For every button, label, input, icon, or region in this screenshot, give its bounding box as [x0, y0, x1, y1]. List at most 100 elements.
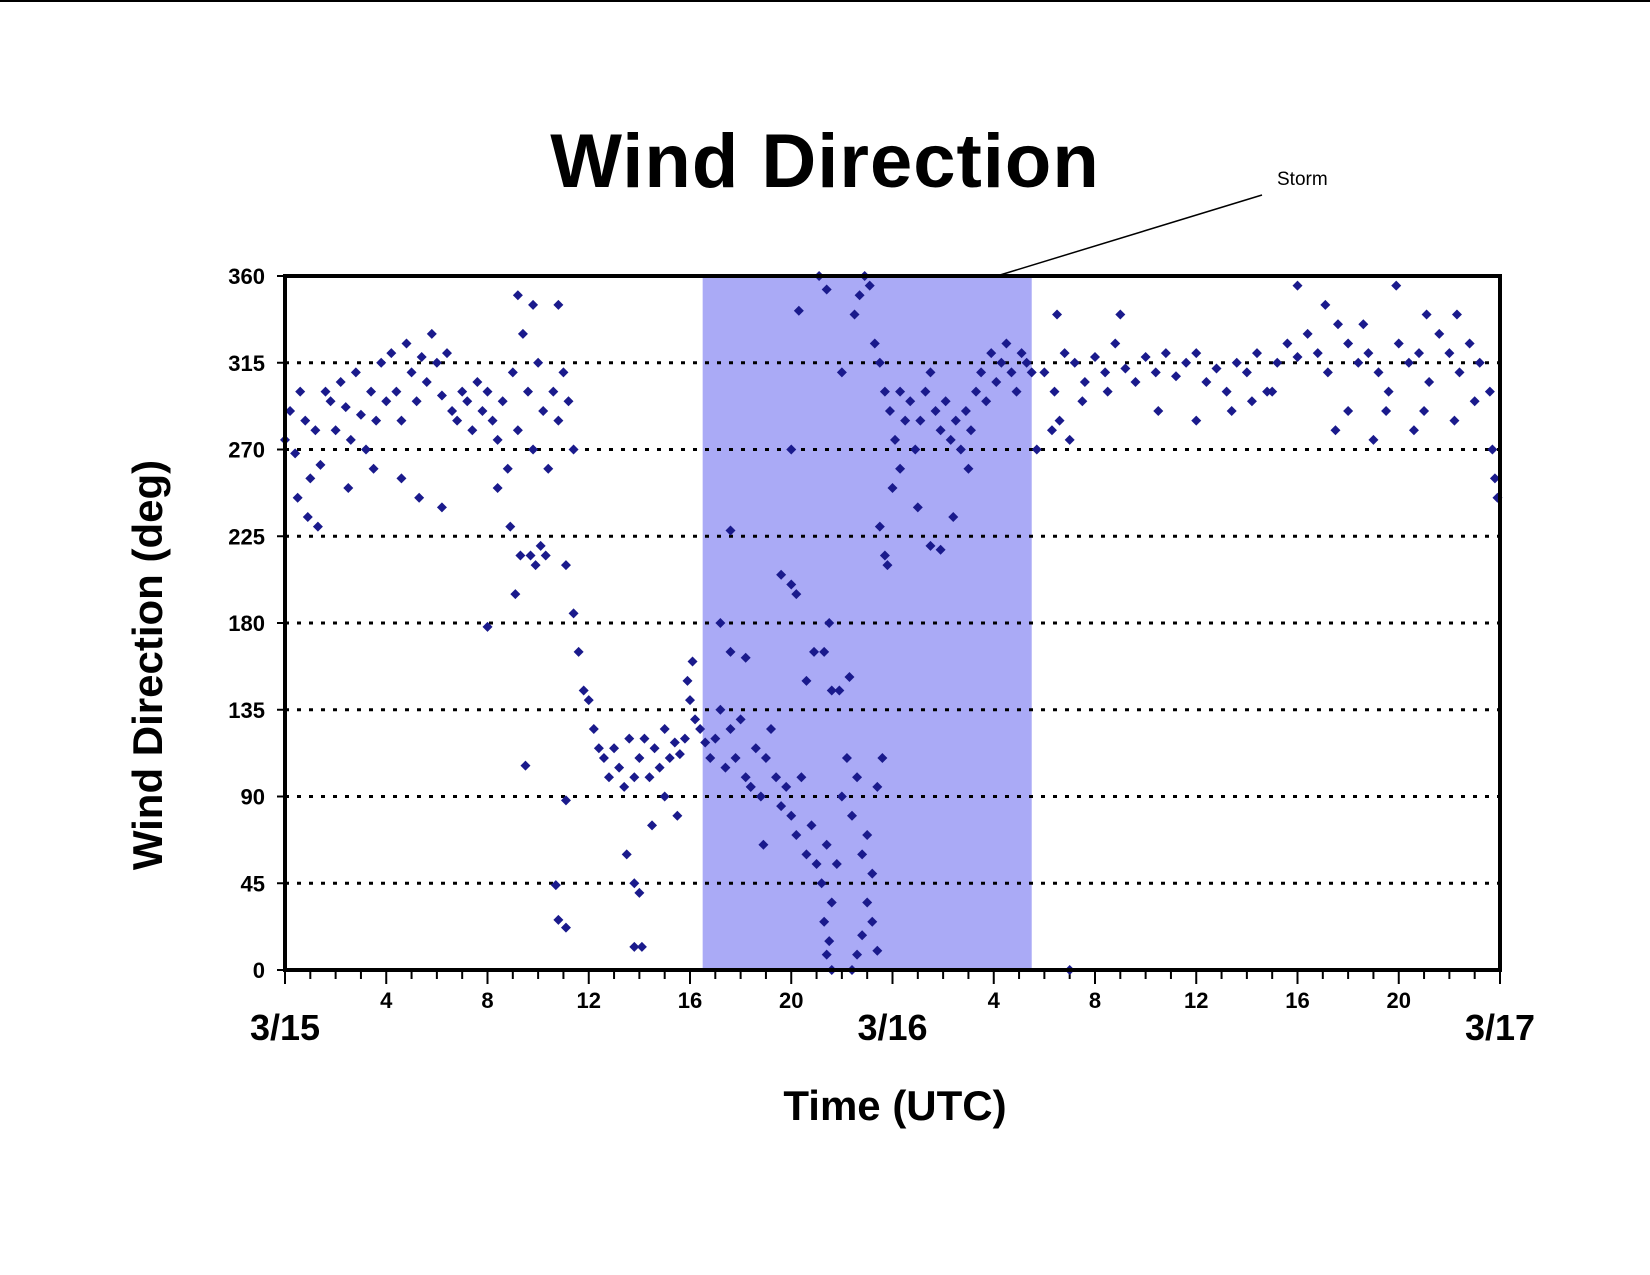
x-axis-title: Time (UTC): [783, 1082, 1007, 1129]
data-point: [971, 386, 982, 397]
data-point: [816, 878, 827, 889]
data-point: [302, 511, 313, 522]
data-point: [335, 377, 346, 388]
data-point: [292, 492, 303, 503]
data-point: [976, 367, 987, 378]
data-point: [809, 646, 820, 657]
storm-annotation-label: Storm: [1277, 169, 1328, 190]
data-point: [996, 357, 1007, 368]
data-point: [426, 328, 437, 339]
data-point: [1001, 338, 1012, 349]
x-tick-label: 12: [1184, 988, 1208, 1013]
data-point: [1054, 415, 1065, 426]
data-point: [1343, 405, 1354, 416]
data-point: [1330, 425, 1341, 436]
data-point: [621, 849, 632, 860]
data-point: [1424, 377, 1435, 388]
data-point: [735, 714, 746, 725]
x-tick-label: 16: [1285, 988, 1309, 1013]
data-point: [935, 544, 946, 555]
y-tick-label: 315: [228, 351, 265, 376]
data-point: [598, 752, 609, 763]
data-point: [1115, 309, 1126, 320]
data-point: [647, 820, 658, 831]
data-point: [965, 425, 976, 436]
data-point: [771, 772, 782, 783]
data-point: [725, 525, 736, 536]
data-point: [940, 396, 951, 407]
data-point: [588, 724, 599, 735]
data-point: [315, 459, 326, 470]
data-point: [1353, 357, 1364, 368]
data-point: [1358, 319, 1369, 330]
data-point: [963, 463, 974, 474]
data-point: [874, 521, 885, 532]
data-point: [879, 386, 890, 397]
data-point: [791, 589, 802, 600]
data-point: [905, 396, 916, 407]
data-point: [609, 743, 620, 754]
y-tick-label: 135: [228, 698, 265, 723]
data-point: [1262, 386, 1273, 397]
data-point: [821, 949, 832, 960]
data-point: [796, 772, 807, 783]
data-point: [1006, 367, 1017, 378]
data-point: [371, 415, 382, 426]
data-point: [517, 328, 528, 339]
data-point: [715, 618, 726, 628]
data-point: [1026, 367, 1037, 378]
data-point: [745, 781, 756, 792]
data-point: [854, 290, 865, 301]
data-point: [431, 357, 442, 368]
data-point: [1464, 338, 1475, 349]
data-point: [401, 338, 412, 349]
data-point: [604, 772, 614, 783]
data-point: [1171, 371, 1181, 382]
data-point: [900, 415, 911, 426]
data-point: [512, 425, 523, 436]
data-point: [325, 396, 336, 407]
data-point: [447, 405, 458, 416]
data-point: [1102, 386, 1113, 397]
data-point: [290, 448, 301, 459]
data-point: [895, 463, 906, 474]
data-point: [1292, 351, 1303, 362]
data-point: [629, 941, 640, 952]
data-point: [1150, 367, 1161, 378]
data-point: [624, 733, 635, 744]
data-point: [669, 737, 680, 748]
data-point: [986, 348, 997, 359]
data-point: [1011, 386, 1022, 397]
data-point: [497, 396, 508, 407]
data-point: [1391, 280, 1402, 291]
data-point: [629, 772, 640, 783]
data-point: [821, 284, 832, 295]
data-point: [685, 695, 695, 706]
data-point: [1449, 415, 1460, 426]
data-point: [1059, 348, 1070, 359]
data-point: [1302, 328, 1313, 339]
data-point: [867, 916, 878, 927]
data-point: [687, 656, 698, 667]
data-point: [355, 409, 366, 420]
data-point: [867, 868, 878, 879]
x-tick-label: 8: [1089, 988, 1101, 1013]
data-point: [310, 425, 321, 436]
data-point: [1403, 357, 1414, 368]
data-point: [391, 386, 402, 397]
data-point: [368, 463, 379, 474]
data-point: [872, 781, 883, 792]
data-point: [826, 685, 837, 696]
x-tick-label: 16: [678, 988, 702, 1013]
data-point: [877, 752, 888, 763]
data-point: [563, 396, 574, 407]
data-point: [436, 390, 447, 401]
data-point: [864, 280, 875, 291]
data-point: [819, 916, 830, 927]
data-point: [1421, 309, 1432, 320]
data-point: [457, 386, 468, 397]
data-point: [568, 608, 579, 619]
x-tick-label: 20: [1387, 988, 1411, 1013]
data-point: [841, 752, 852, 763]
data-point: [649, 743, 660, 754]
